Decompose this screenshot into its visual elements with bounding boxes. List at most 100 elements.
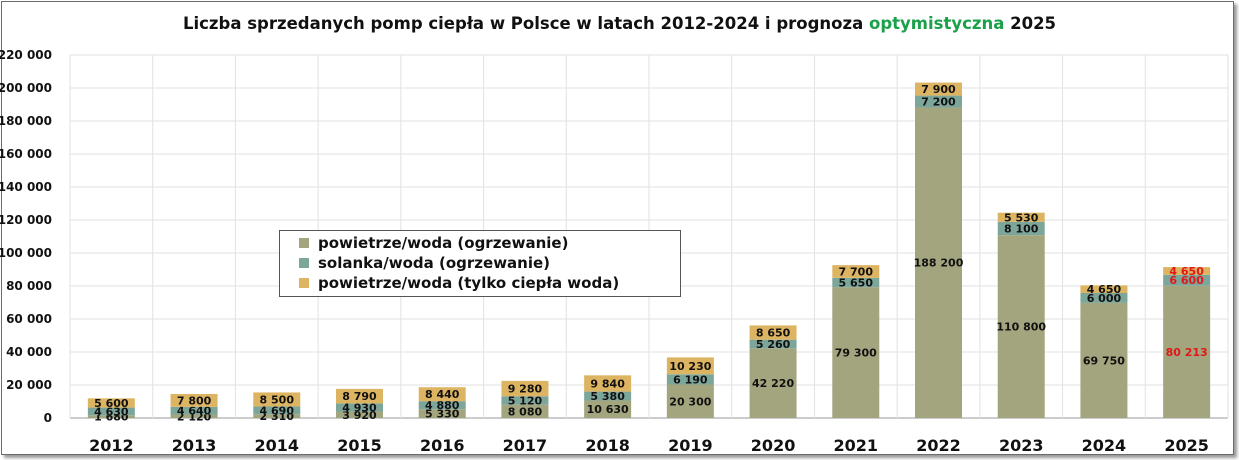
bar-segment [832, 277, 880, 288]
x-tick-label: 2014 [255, 436, 300, 455]
data-label: 8 500 [260, 393, 295, 406]
bar-segment [666, 384, 714, 418]
bar-segment [832, 265, 880, 278]
bar-segment [997, 212, 1045, 222]
title-highlight: optymistyczna [869, 14, 1005, 33]
x-tick-label: 2025 [1164, 436, 1209, 455]
legend: powietrze/woda (ogrzewanie) solanka/woda… [279, 230, 681, 297]
data-label: 80 213 [1166, 346, 1208, 359]
bar-segment [832, 287, 880, 418]
bar-segment [253, 392, 301, 407]
x-tick-label: 2013 [172, 436, 217, 455]
x-tick-label: 2017 [503, 436, 548, 455]
y-tick-label: 20 000 [6, 378, 52, 392]
data-label: 5 600 [94, 397, 129, 410]
bar-segment [87, 415, 135, 418]
bar-segment [418, 387, 466, 402]
bar-segment [253, 406, 301, 415]
data-label: 7 200 [921, 96, 956, 109]
data-label: 5 650 [839, 276, 874, 289]
bar-segment [253, 414, 301, 418]
data-label: 4 930 [342, 401, 377, 414]
bar-segment [749, 339, 797, 349]
y-tick-label: 120 000 [0, 213, 52, 227]
data-label: 5 330 [425, 408, 460, 421]
data-label: 5 260 [756, 338, 791, 351]
data-label: 9 840 [590, 377, 625, 390]
data-label: 4 650 [1169, 265, 1204, 278]
data-label: 4 640 [177, 405, 212, 418]
bar-segment [915, 82, 962, 96]
bar-segment [336, 403, 383, 412]
data-label: 6 000 [1087, 292, 1122, 305]
bar-segment [170, 414, 218, 418]
y-tick-label: 200 000 [0, 81, 52, 95]
y-tick-label: 180 000 [0, 114, 52, 128]
bar-segment [584, 400, 632, 418]
data-label: 7 800 [177, 394, 212, 407]
data-label: 9 280 [508, 383, 543, 396]
data-label: 69 750 [1083, 354, 1125, 367]
x-tick-label: 2021 [834, 436, 879, 455]
x-tick-label: 2022 [916, 436, 961, 455]
data-label: 7 700 [839, 265, 874, 278]
legend-swatch-brine-water [299, 258, 309, 268]
data-label: 5 530 [1004, 211, 1039, 224]
data-label: 4 690 [260, 404, 295, 417]
data-label: 4 630 [94, 405, 129, 418]
bar-segment [1163, 285, 1211, 418]
bar-segment [584, 391, 632, 401]
y-tick-label: 40 000 [6, 345, 52, 359]
legend-swatch-hot-water [299, 278, 309, 288]
data-label: 8 790 [342, 390, 377, 403]
bar-segment [87, 398, 135, 408]
y-tick-label: 220 000 [0, 48, 52, 62]
data-label: 5 120 [508, 394, 543, 407]
y-tick-label: 80 000 [6, 279, 52, 293]
x-tick-label: 2012 [89, 436, 134, 455]
bar-segment [501, 396, 549, 405]
bar-segment [666, 374, 714, 385]
data-label: 6 600 [1169, 274, 1204, 287]
bar-segment [666, 357, 714, 375]
data-label: 3 920 [342, 409, 377, 422]
bar-segment [915, 107, 962, 418]
bar-segment [336, 411, 383, 418]
data-label: 10 630 [587, 403, 629, 416]
bar-segment [1163, 274, 1211, 286]
data-label: 188 200 [914, 257, 964, 270]
x-tick-label: 2024 [1082, 436, 1127, 455]
bar-segment [418, 409, 466, 418]
bar-segment [87, 407, 135, 416]
bar-segment [1080, 285, 1128, 294]
bar-segment [997, 221, 1045, 236]
legend-swatch-air-water [299, 238, 309, 248]
bar-segment [501, 380, 549, 397]
data-label: 20 300 [669, 395, 711, 408]
data-label: 8 650 [756, 327, 791, 340]
y-tick-label: 100 000 [0, 246, 52, 260]
bar-segment [170, 393, 218, 407]
y-tick-label: 0 [44, 411, 52, 425]
legend-item-brine-water: solanka/woda (ogrzewanie) [299, 253, 550, 273]
bar-segment [997, 235, 1045, 418]
x-tick-label: 2023 [999, 436, 1044, 455]
bar-segment [749, 348, 797, 418]
bar-segment [915, 95, 962, 108]
data-label: 7 900 [921, 83, 956, 96]
data-label: 79 300 [835, 347, 877, 360]
x-tick-label: 2015 [337, 436, 382, 455]
bar-segment [584, 375, 632, 392]
y-tick-label: 60 000 [6, 312, 52, 326]
bar-segment [1080, 302, 1128, 418]
legend-item-air-water: powietrze/woda (ogrzewanie) [299, 233, 568, 253]
data-label: 8 080 [508, 405, 543, 418]
legend-item-hot-water: powietrze/woda (tylko ciepła woda) [299, 273, 619, 293]
bar-segment [1080, 293, 1128, 303]
x-tick-label: 2016 [420, 436, 465, 455]
data-label: 6 190 [673, 373, 708, 386]
chart-title: Liczba sprzedanych pomp ciepła w Polsce … [182, 14, 1057, 33]
data-label: 4 880 [425, 399, 460, 412]
data-label: 10 230 [669, 360, 711, 373]
